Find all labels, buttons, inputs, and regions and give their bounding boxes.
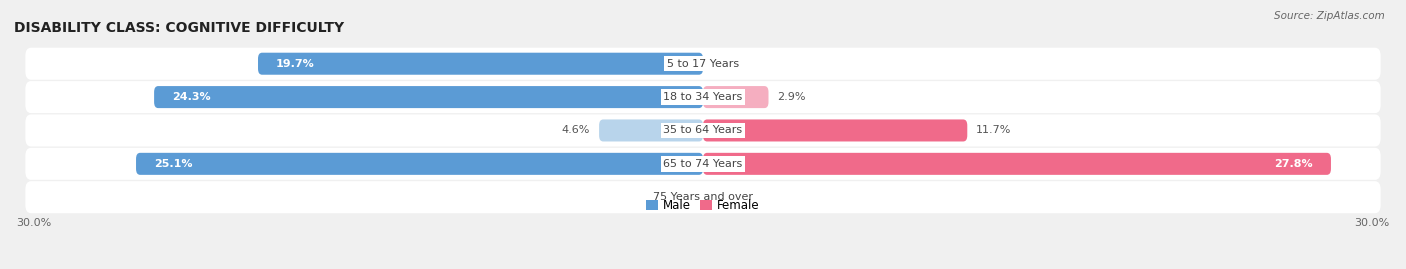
Text: 27.8%: 27.8% [1274, 159, 1313, 169]
Text: 18 to 34 Years: 18 to 34 Years [664, 92, 742, 102]
Text: 25.1%: 25.1% [155, 159, 193, 169]
Text: 24.3%: 24.3% [172, 92, 211, 102]
Text: 0.0%: 0.0% [711, 59, 741, 69]
Text: 11.7%: 11.7% [976, 125, 1012, 136]
Text: 30.0%: 30.0% [1354, 218, 1389, 228]
Text: 0.0%: 0.0% [665, 192, 695, 202]
FancyBboxPatch shape [155, 86, 703, 108]
FancyBboxPatch shape [25, 181, 1381, 213]
Text: 19.7%: 19.7% [276, 59, 315, 69]
FancyBboxPatch shape [259, 53, 703, 75]
FancyBboxPatch shape [25, 81, 1381, 113]
Text: 2.9%: 2.9% [778, 92, 806, 102]
Legend: Male, Female: Male, Female [641, 194, 765, 217]
Text: Source: ZipAtlas.com: Source: ZipAtlas.com [1274, 11, 1385, 21]
Text: 4.6%: 4.6% [561, 125, 591, 136]
Text: 75 Years and over: 75 Years and over [652, 192, 754, 202]
Text: 0.0%: 0.0% [711, 192, 741, 202]
FancyBboxPatch shape [703, 153, 1331, 175]
Text: 65 to 74 Years: 65 to 74 Years [664, 159, 742, 169]
FancyBboxPatch shape [136, 153, 703, 175]
Text: 5 to 17 Years: 5 to 17 Years [666, 59, 740, 69]
Text: 30.0%: 30.0% [17, 218, 52, 228]
FancyBboxPatch shape [25, 114, 1381, 147]
Text: 35 to 64 Years: 35 to 64 Years [664, 125, 742, 136]
Text: DISABILITY CLASS: COGNITIVE DIFFICULTY: DISABILITY CLASS: COGNITIVE DIFFICULTY [14, 21, 344, 35]
FancyBboxPatch shape [25, 48, 1381, 80]
FancyBboxPatch shape [703, 86, 769, 108]
FancyBboxPatch shape [599, 119, 703, 141]
FancyBboxPatch shape [25, 148, 1381, 180]
FancyBboxPatch shape [703, 119, 967, 141]
